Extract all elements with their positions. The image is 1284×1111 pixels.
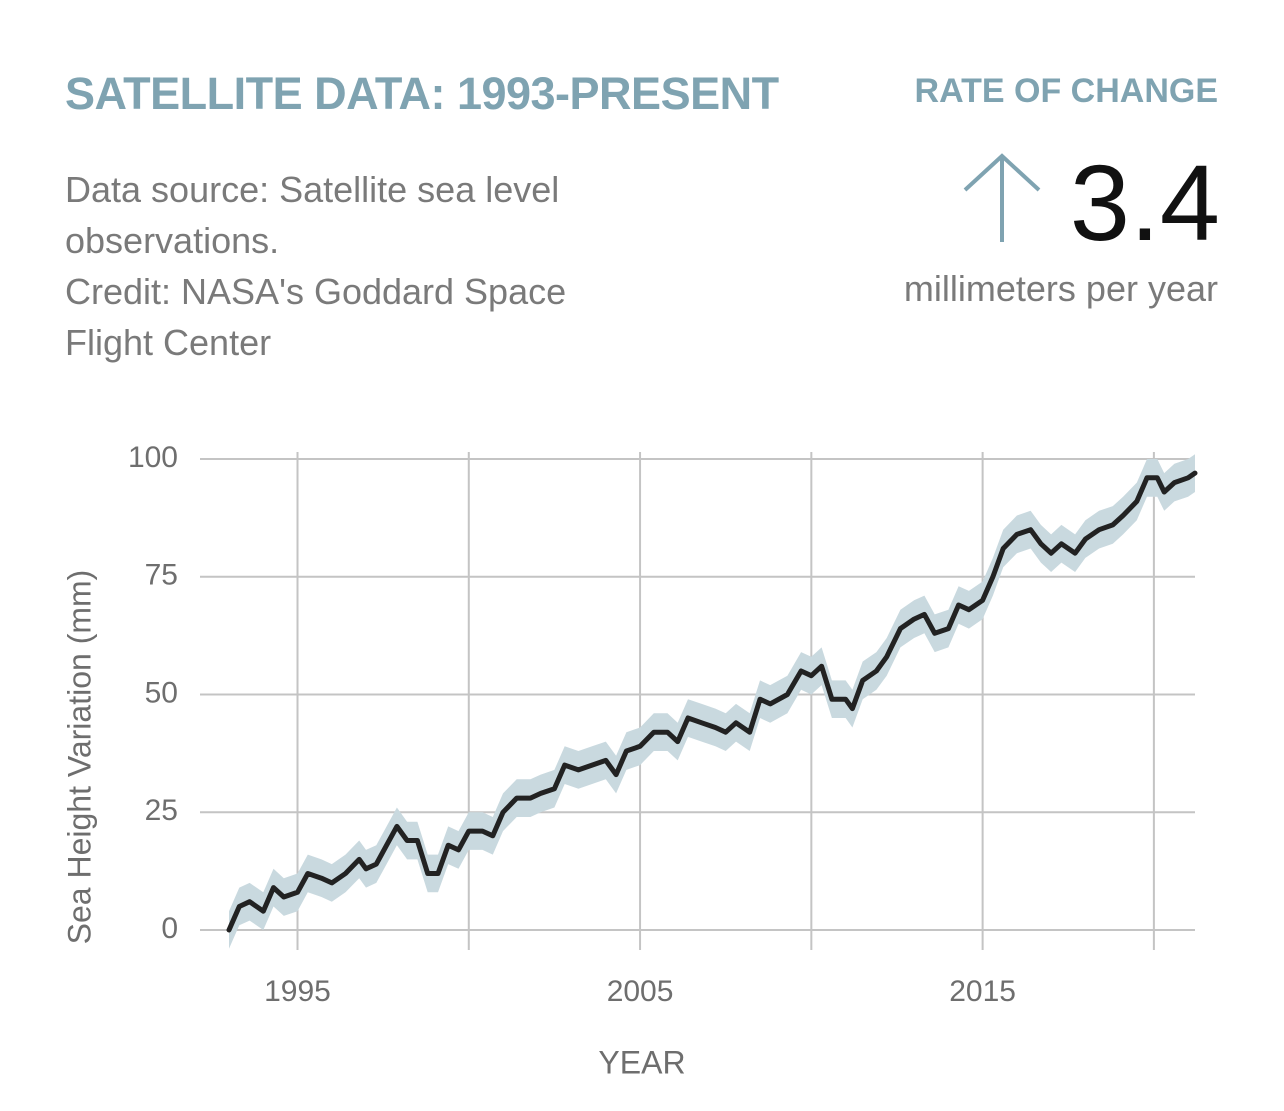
title: SATELLITE DATA: 1993-PRESENT <box>65 68 779 119</box>
x-tick-label: 1995 <box>264 975 331 1008</box>
y-tick-label: 0 <box>161 912 178 945</box>
x-tick-label: 2005 <box>607 975 674 1008</box>
rate-value: 3.4 <box>1069 142 1220 263</box>
x-axis-label: YEAR <box>598 1044 685 1080</box>
uncertainty-band <box>229 454 1195 949</box>
y-axis-label: Sea Height Variation (mm) <box>61 570 97 945</box>
up-arrow <box>963 153 1041 242</box>
y-tick-label: 100 <box>128 441 178 474</box>
y-tick-label: 25 <box>145 794 178 827</box>
x-tick-label: 2015 <box>949 975 1016 1008</box>
data-line <box>226 470 1198 933</box>
credit: Credit: NASA's Goddard Space Flight Cent… <box>65 271 567 363</box>
source: Data source: Satellite sea level observa… <box>65 169 560 261</box>
rate-label: RATE OF CHANGE <box>914 72 1218 110</box>
rate-unit: millimeters per year <box>903 268 1218 309</box>
y-tick-label: 50 <box>145 676 178 709</box>
description: Data source: Satellite sea level observa… <box>65 164 625 368</box>
y-tick-label: 75 <box>145 559 178 592</box>
